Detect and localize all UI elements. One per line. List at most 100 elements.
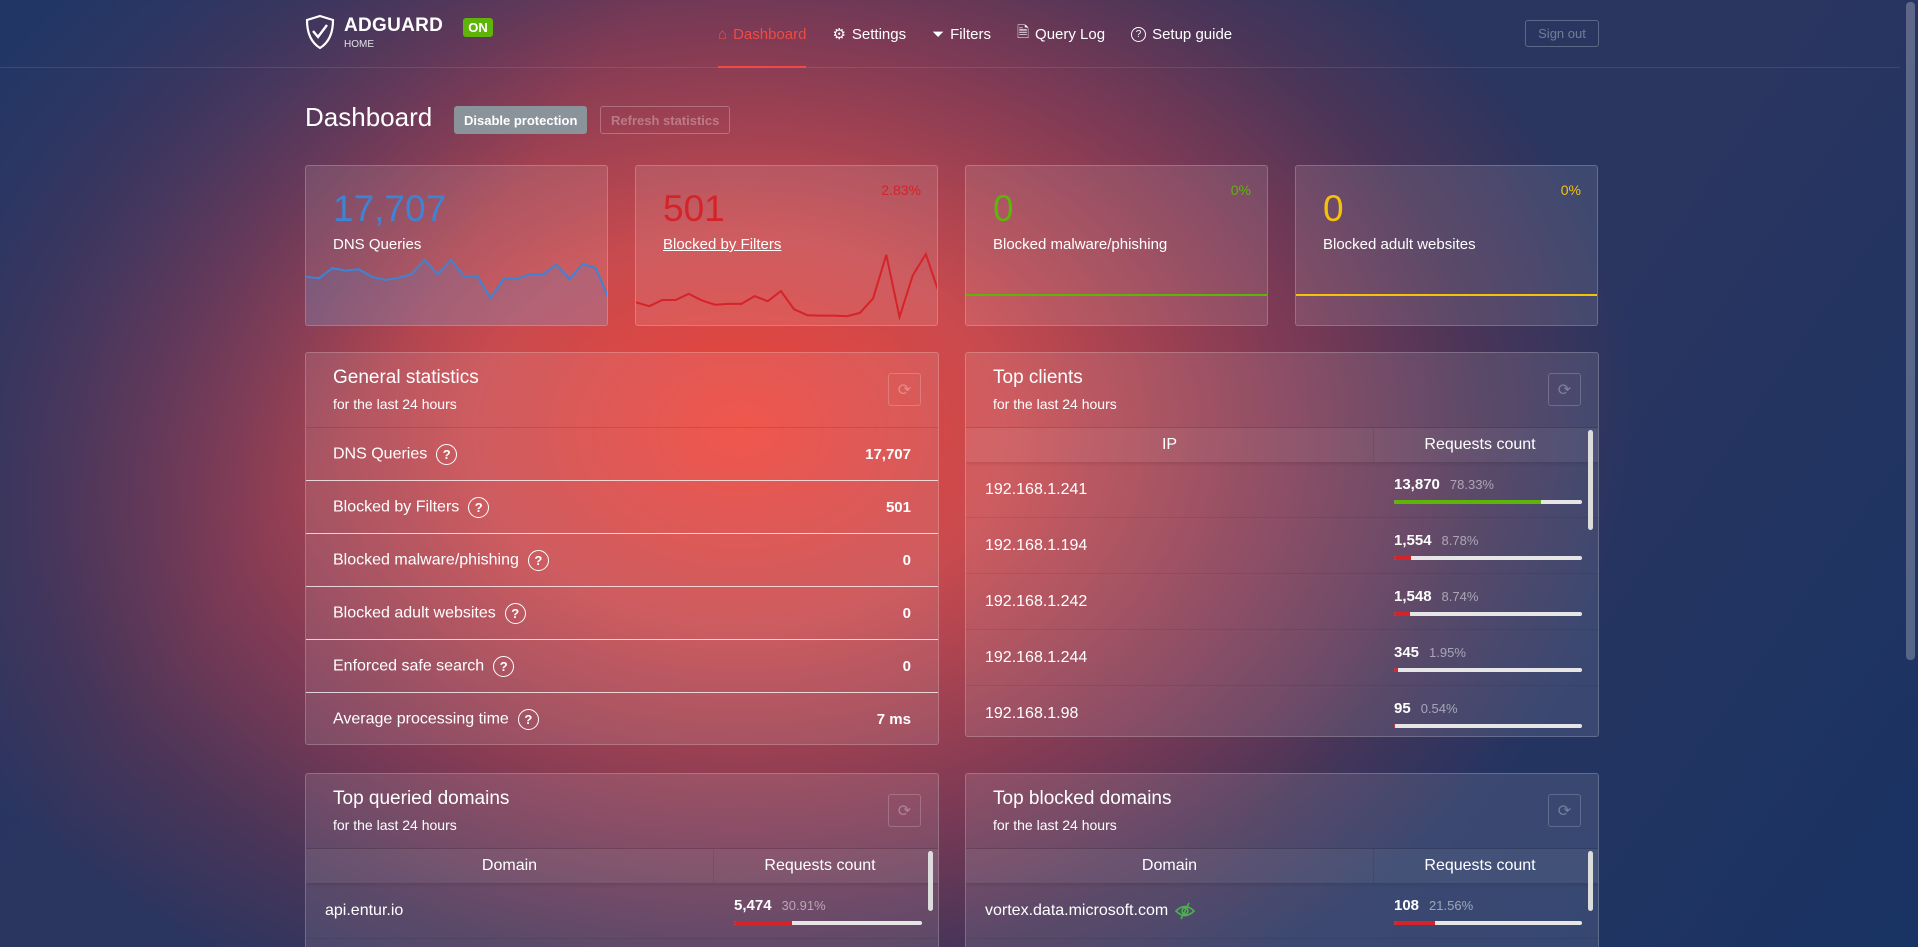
table-row: vortex.data.microsoft.com 108 21.56%	[966, 883, 1598, 939]
brand-name: ADGUARD	[344, 14, 444, 36]
nav-label: Filters	[950, 25, 991, 43]
nav-label: Query Log	[1035, 25, 1106, 43]
stat-row-value: 0	[902, 604, 911, 622]
help-icon[interactable]: ?	[504, 602, 526, 624]
nav-label: Settings	[851, 25, 907, 43]
sparkline	[636, 251, 937, 322]
stat-row-label: Enforced safe search	[333, 657, 485, 675]
table-scrollbar[interactable]	[928, 851, 933, 911]
refresh-statistics-button[interactable]: Refresh statistics	[600, 106, 731, 134]
refresh-icon[interactable]: ⟳	[888, 373, 921, 406]
progress-bar	[1394, 724, 1582, 728]
stat-value: 0	[993, 188, 1014, 229]
refresh-icon[interactable]: ⟳	[1548, 794, 1581, 827]
progress-fill	[1394, 724, 1395, 728]
request-count: 108	[1394, 897, 1420, 914]
nav-filters[interactable]: ⏷ Filters	[932, 0, 991, 68]
progress-fill	[1394, 556, 1411, 560]
table-scrollbar[interactable]	[1588, 430, 1593, 530]
nav-dashboard[interactable]: ⌂ Dashboard	[718, 0, 807, 68]
sparkline-line	[636, 251, 937, 322]
stat-label: Blocked malware/phishing	[993, 236, 1168, 253]
stat-row-value: 7 ms	[876, 711, 911, 728]
request-percent: 8.74%	[1441, 589, 1479, 604]
top-clients-card: Top clients for the last 24 hours ⟳ IP Requ…	[965, 352, 1599, 737]
request-count: 5,474	[734, 897, 772, 914]
progress-bar	[1394, 500, 1582, 504]
row-name[interactable]: vortex.data.microsoft.com	[985, 901, 1169, 919]
sign-out-button[interactable]: Sign out	[1525, 20, 1599, 47]
top-queried-domains-card: Top queried domains for the last 24 hours…	[305, 773, 939, 947]
stat-row-label: Average processing time	[333, 710, 509, 728]
stat-row: Blocked malware/phishing? 0	[306, 534, 938, 587]
progress-bar	[1394, 612, 1582, 616]
request-count: 345	[1394, 644, 1420, 661]
row-name[interactable]: 192.168.1.194	[985, 536, 1088, 554]
request-percent: 8.78%	[1441, 533, 1479, 548]
table-header: IP Requests count	[966, 428, 1598, 462]
help-icon[interactable]: ?	[527, 549, 549, 571]
row-name[interactable]: 192.168.1.241	[985, 480, 1088, 498]
logo[interactable]: ADGUARD HOME ON	[305, 14, 493, 50]
stat-percent: 2.83%	[881, 182, 921, 198]
page-scrollbar[interactable]	[1906, 2, 1915, 660]
row-name[interactable]: 192.168.1.244	[985, 648, 1088, 666]
nav-query-log[interactable]: 🗎 Query Log	[1017, 0, 1105, 68]
column-header[interactable]: Requests count	[764, 857, 876, 874]
stat-label: DNS Queries	[333, 236, 422, 253]
stat-percent: 0%	[1560, 182, 1581, 198]
help-icon[interactable]: ?	[468, 496, 490, 518]
request-percent: 21.56%	[1429, 898, 1474, 913]
stat-card: 0 Blocked malware/phishing 0%	[965, 165, 1268, 326]
help-icon[interactable]: ?	[493, 655, 515, 677]
column-header[interactable]: Requests count	[1424, 436, 1536, 453]
column-header[interactable]: Domain	[966, 849, 1374, 883]
request-percent: 30.91%	[781, 898, 826, 913]
card-title: Top blocked domains	[993, 788, 1172, 809]
stat-row: DNS Queries? 17,707	[306, 428, 938, 481]
refresh-icon[interactable]: ⟳	[888, 794, 921, 827]
eye-off-icon[interactable]	[1174, 901, 1196, 921]
stat-row: Enforced safe search? 0	[306, 640, 938, 693]
document-icon: 🗎	[1016, 23, 1030, 41]
stat-row-value: 17,707	[865, 445, 911, 463]
request-percent: 0.54%	[1420, 701, 1458, 716]
table-row: 192.168.1.244 345 1.95%	[966, 630, 1598, 686]
request-count: 95	[1394, 700, 1411, 717]
stat-row-value: 0	[902, 657, 911, 675]
sparkline-area	[306, 259, 607, 325]
table-scrollbar[interactable]	[1588, 851, 1593, 911]
table-header: Domain Requests count	[306, 849, 938, 883]
disable-protection-button[interactable]: Disable protection	[454, 106, 588, 134]
row-name[interactable]: 192.168.1.242	[985, 592, 1088, 610]
row-name[interactable]: api.entur.io	[325, 901, 404, 919]
help-icon[interactable]: ?	[436, 443, 458, 465]
table-header: Domain Requests count	[966, 849, 1598, 883]
column-header[interactable]: IP	[966, 428, 1374, 462]
sparkline	[306, 258, 607, 325]
card-subtitle: for the last 24 hours	[993, 817, 1117, 833]
nav-setup-guide[interactable]: ? Setup guide	[1131, 0, 1232, 68]
nav-settings[interactable]: ⚙ Settings	[832, 0, 906, 68]
nav-label: Setup guide	[1152, 25, 1233, 43]
request-count: 1,554	[1394, 532, 1432, 549]
card-subtitle: for the last 24 hours	[333, 396, 457, 412]
row-name[interactable]: 192.168.1.98	[985, 704, 1079, 722]
help-icon[interactable]: ?	[517, 709, 539, 730]
card-subtitle: for the last 24 hours	[333, 817, 457, 833]
main-nav: ⌂ Dashboard ⚙ Settings ⏷ Filters 🗎 Query Log ? Se…	[718, 0, 1258, 68]
table-row: 192.168.1.241 13,870 78.33%	[966, 462, 1598, 518]
progress-fill	[1394, 500, 1542, 504]
stat-value: 0	[1323, 188, 1344, 229]
stat-row-label: DNS Queries	[333, 445, 428, 463]
page-title: Dashboard	[305, 102, 433, 132]
top-navbar: ADGUARD HOME ON ⌂ Dashboard ⚙ Settings ⏷ Filt…	[0, 0, 1900, 68]
column-header[interactable]: Domain	[306, 849, 714, 883]
request-percent: 78.33%	[1449, 477, 1494, 492]
column-header[interactable]: Requests count	[1424, 857, 1536, 874]
refresh-icon[interactable]: ⟳	[1548, 373, 1581, 406]
stat-label[interactable]: Blocked by Filters	[663, 236, 782, 253]
general-statistics-card: General statistics for the last 24 hours…	[305, 352, 939, 745]
nav-label: Dashboard	[733, 25, 807, 43]
